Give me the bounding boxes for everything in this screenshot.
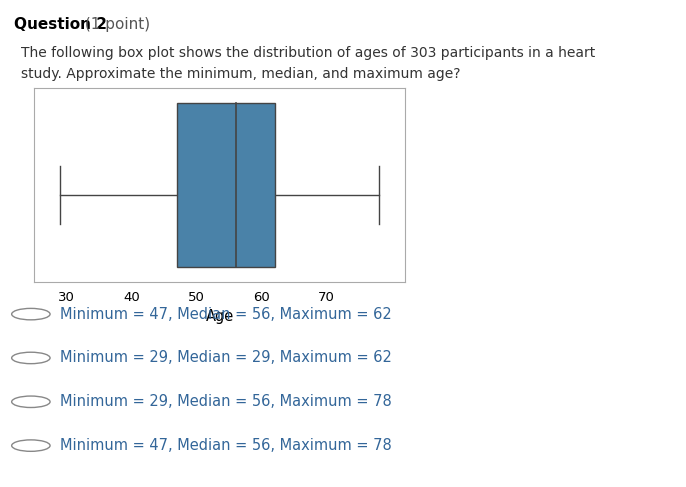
Text: Minimum = 47, Median = 56, Maximum = 78: Minimum = 47, Median = 56, Maximum = 78 xyxy=(60,438,392,453)
Bar xyxy=(177,103,275,267)
Text: study. Approximate the minimum, median, and maximum age?: study. Approximate the minimum, median, … xyxy=(21,67,460,81)
Text: Question 2: Question 2 xyxy=(14,17,107,32)
Text: Minimum = 47, Median = 56, Maximum = 62: Minimum = 47, Median = 56, Maximum = 62 xyxy=(60,307,392,321)
Text: Minimum = 29, Median = 29, Maximum = 62: Minimum = 29, Median = 29, Maximum = 62 xyxy=(60,351,392,365)
Text: (1 point): (1 point) xyxy=(80,17,150,32)
Text: Minimum = 29, Median = 56, Maximum = 78: Minimum = 29, Median = 56, Maximum = 78 xyxy=(60,394,392,409)
X-axis label: Age: Age xyxy=(205,309,234,324)
Text: The following box plot shows the distribution of ages of 303 participants in a h: The following box plot shows the distrib… xyxy=(21,46,595,60)
